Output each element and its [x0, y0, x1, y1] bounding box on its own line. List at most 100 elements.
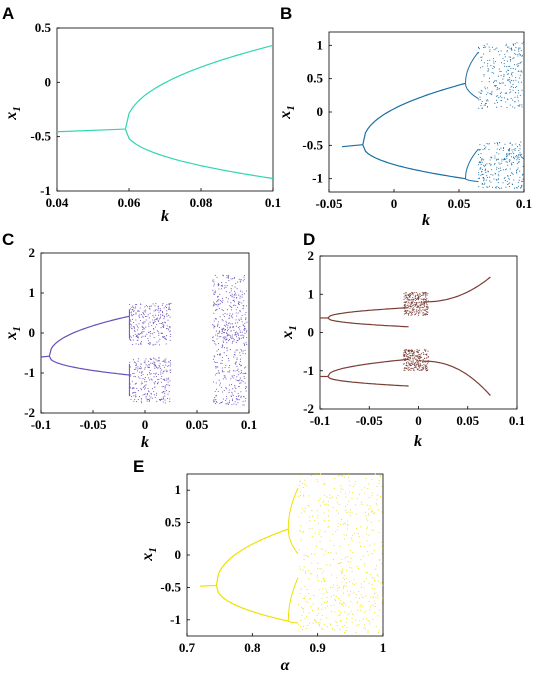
chaos-point-c [169, 335, 171, 338]
chaos-point-b [510, 86, 512, 88]
chaos-point-b [514, 43, 516, 45]
chaos-point-c [159, 398, 161, 401]
chaos-point-c [155, 310, 157, 312]
chaos-point-b [498, 171, 500, 173]
chaos-point-d [426, 369, 428, 371]
chaos-point-e [355, 596, 357, 599]
chaos-point-d [416, 297, 418, 299]
chaos-point-c [153, 310, 155, 312]
chaos-point-d [409, 311, 411, 313]
chaos-point-e [373, 543, 375, 545]
axis-ticks-e: 0.7 0.8 0.9 110.50-0.5-1 [160, 482, 386, 655]
chaos-point-b [483, 145, 485, 147]
chaos-point-b [483, 104, 485, 106]
chaos-point-c [216, 372, 218, 375]
chaos-point-e [317, 608, 319, 610]
chaos-point-c [149, 343, 151, 345]
chaos-point-e [369, 609, 371, 611]
chaos-point-c [222, 310, 224, 312]
chaos-point-b [513, 157, 515, 159]
chaos-point-b [509, 182, 511, 184]
chaos-point-d [427, 306, 429, 308]
chaos-point-c [245, 397, 247, 400]
chaos-point-b [478, 107, 480, 109]
chaos-point-c [164, 322, 167, 324]
chaos-point-c [141, 371, 143, 373]
chaos-point-d [418, 306, 420, 308]
chaos-point-b [512, 89, 514, 91]
y-tick-label-b: 0.5 [307, 71, 324, 86]
chaos-point-b [516, 171, 518, 173]
chaos-point-e [323, 483, 325, 485]
chaos-point-b [486, 142, 488, 144]
chaos-point-b [507, 155, 509, 157]
chaos-point-e [311, 573, 313, 575]
chaos-point-e [355, 594, 357, 596]
chaos-point-c [144, 362, 146, 364]
chaos-point-e [302, 607, 304, 609]
chaos-point-b [519, 54, 521, 56]
chaos-point-b [511, 75, 513, 77]
chaos-point-c [152, 344, 154, 346]
chaos-point-c [169, 401, 171, 403]
y-tick-label-b: -1 [312, 171, 323, 186]
chaos-point-d [404, 295, 406, 297]
chaos-point-e [371, 584, 373, 586]
x-tick-label-e: 1 [380, 640, 387, 655]
chaos-point-c [156, 341, 158, 343]
chaos-point-d [410, 360, 412, 362]
chaos-point-d [419, 307, 421, 309]
chaos-point-c [158, 334, 160, 336]
chaos-point-c [165, 369, 167, 371]
chaos-point-c [231, 403, 233, 406]
chaos-point-c [226, 395, 228, 397]
chaos-point-c [225, 296, 227, 298]
chaos-point-e [315, 545, 318, 547]
chaos-point-c [225, 320, 227, 322]
chaos-point-c [224, 339, 226, 341]
chaos-point-d [424, 361, 426, 363]
chaos-point-e [349, 511, 351, 513]
period1-line-b [341, 144, 363, 148]
chaos-point-b [481, 90, 483, 92]
chaos-point-b [512, 83, 514, 86]
chaos-point-b [499, 188, 501, 190]
chaos-point-c [165, 379, 167, 381]
chaos-point-c [228, 339, 231, 341]
chaos-point-e [378, 482, 380, 484]
chaos-point-e [379, 558, 381, 561]
chaos-point-e [379, 609, 381, 611]
chaos-point-e [319, 541, 321, 543]
chaos-point-c [213, 355, 215, 357]
chaos-point-c [221, 371, 224, 373]
chaos-point-c [150, 362, 152, 364]
chaos-point-b [489, 159, 491, 161]
chaos-point-c [235, 361, 238, 363]
chaos-point-c [167, 319, 169, 321]
chaos-point-d [410, 369, 412, 371]
chaos-point-c [216, 350, 218, 352]
chaos-point-b [478, 47, 480, 49]
chaos-point-c [146, 398, 148, 400]
chaos-point-c [133, 391, 135, 393]
panel-e: E 0.7 0.8 0.9 110.50-0.5-1 α x1 [133, 457, 386, 674]
chaos-point-c [230, 302, 232, 304]
chaos-point-e [340, 600, 342, 602]
chaos-point-e [318, 622, 320, 624]
chaos-point-c [239, 354, 241, 356]
x-tick-label-d: -0.1 [310, 413, 331, 428]
chaos-point-e [311, 562, 313, 564]
chaos-point-c [166, 370, 168, 372]
chaos-point-c [157, 305, 159, 307]
chaos-point-e [381, 485, 383, 487]
chaos-point-e [352, 583, 354, 585]
chaos-point-d [411, 350, 413, 352]
chaos-point-c [150, 305, 152, 307]
chaos-point-e [361, 583, 363, 585]
chaos-point-e [352, 552, 354, 554]
chaos-point-c [136, 334, 138, 336]
chaos-point-e [334, 487, 336, 489]
chaos-point-c [137, 399, 139, 401]
chaos-point-c [152, 357, 155, 359]
chaos-point-e [342, 605, 344, 607]
